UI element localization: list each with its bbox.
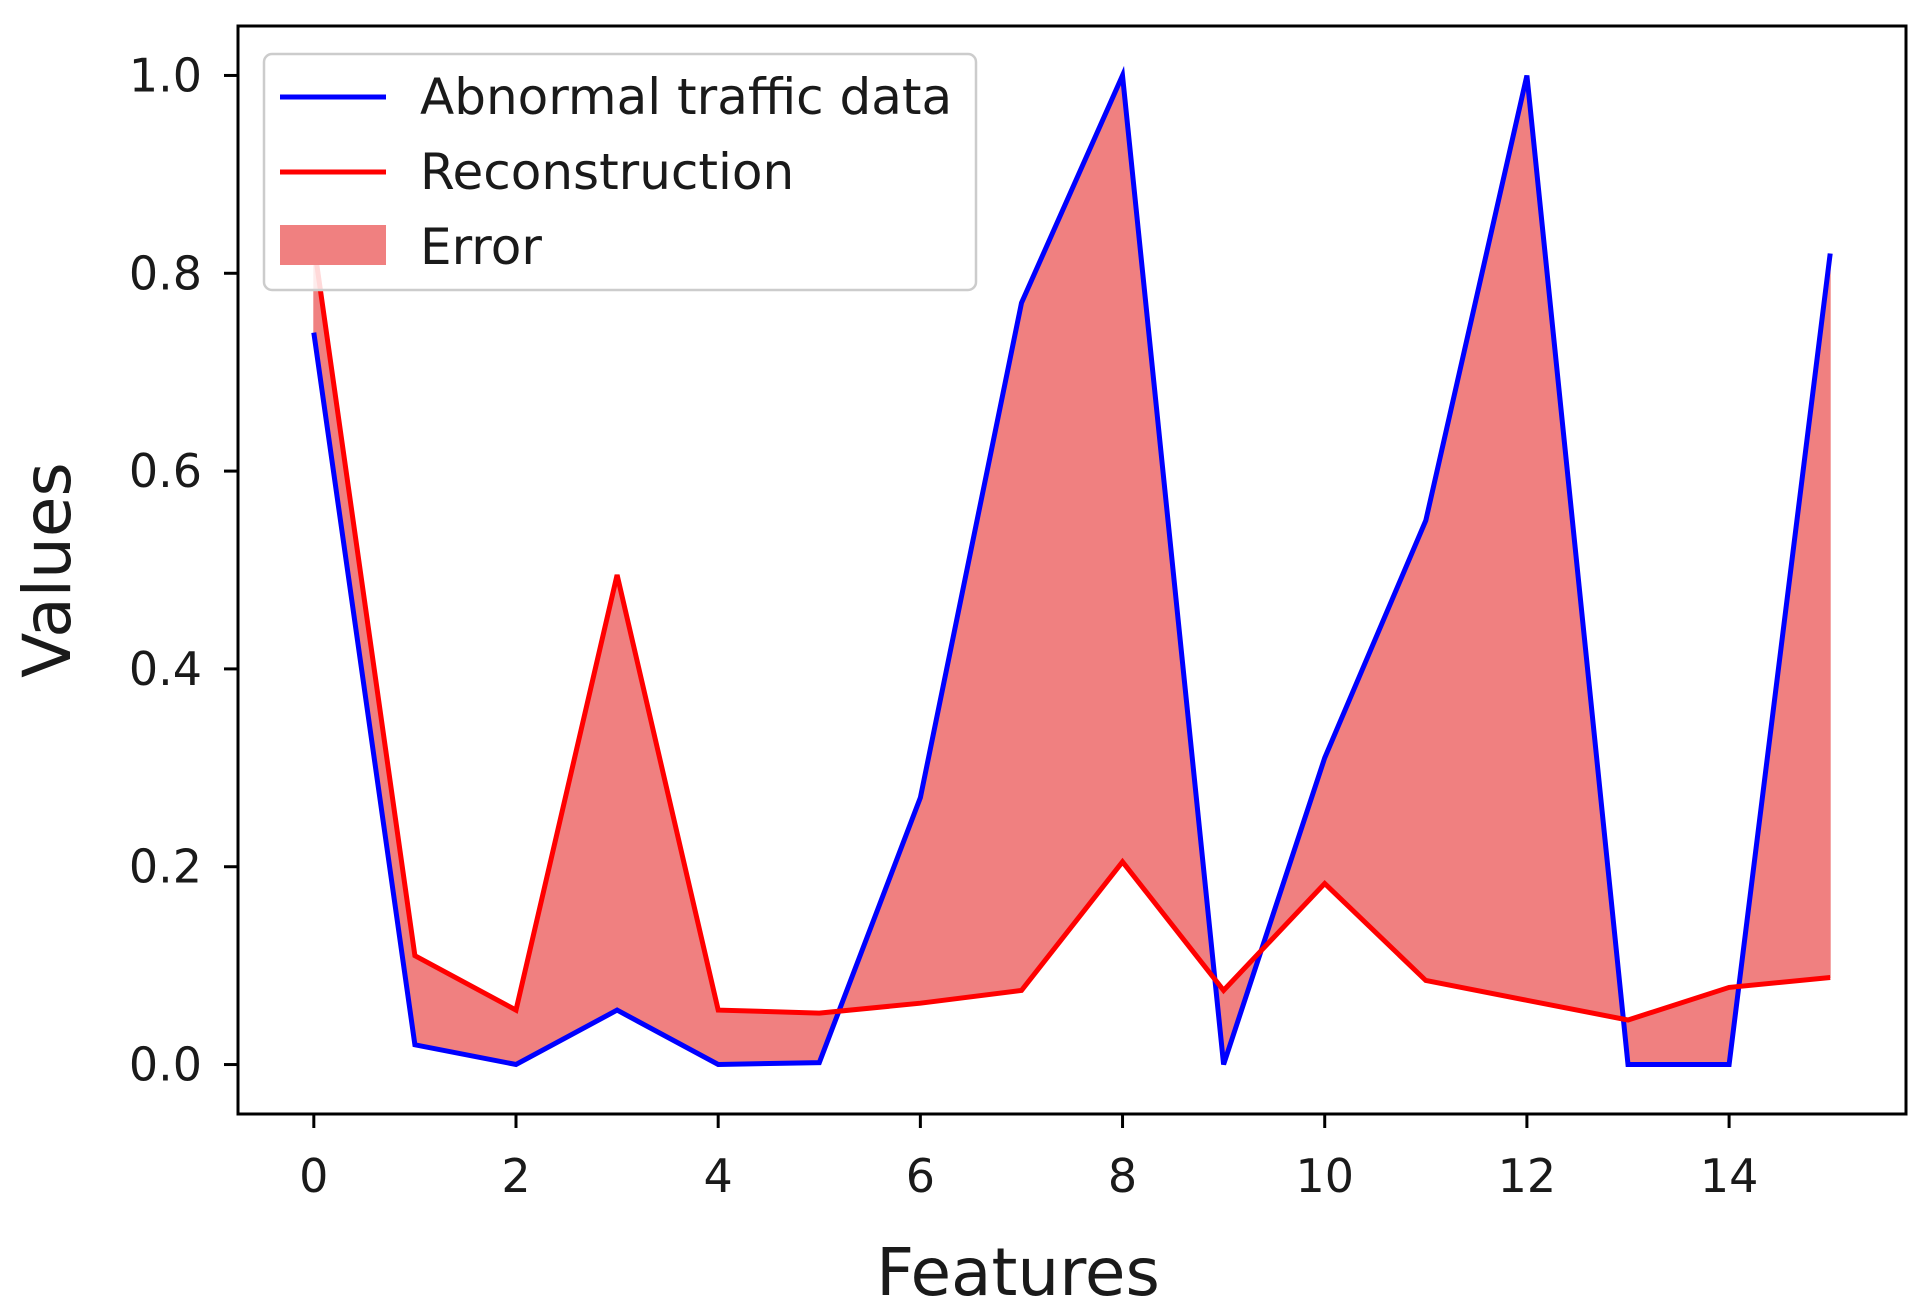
y-tick-label: 0.2 [129,840,202,894]
x-axis-label: Features [876,1234,1160,1311]
x-tick-label: 4 [704,1149,733,1203]
series-line-layer [311,65,1833,1068]
y-tick-label: 0.8 [129,246,202,300]
y-tick-label: 1.0 [129,48,202,102]
x-tick-label: 10 [1295,1149,1354,1203]
x-tick-label: 14 [1700,1149,1759,1203]
x-tick-label: 0 [299,1149,328,1203]
y-axis-label: Values [9,462,86,678]
legend: Abnormal traffic data Reconstruction Err… [262,52,978,292]
x-tick-label: 2 [501,1149,530,1203]
y-tick-label: 0.6 [129,444,202,498]
reconstruction-line [311,243,1831,1023]
x-tick-label: 12 [1498,1149,1557,1203]
abnormal-traffic-line [311,65,1833,1068]
x-tick-label: 6 [906,1149,935,1203]
legend-box [262,52,978,292]
legend-label-reconstruction: Reconstruction [420,143,794,201]
error-fill-segment [717,1009,820,1066]
tick-layer: 0 2 4 6 8 10 12 14 0.0 0.2 0.4 0.6 0.8 1.0 [129,48,1759,1203]
legend-swatch-error [280,225,386,265]
plot-frame [236,24,1908,1116]
legend-label-abnormal: Abnormal traffic data [420,68,952,126]
y-tick-label: 0.4 [129,642,202,696]
y-tick-label: 0.0 [129,1038,202,1092]
legend-label-error: Error [420,218,542,276]
x-tick-label: 8 [1108,1149,1137,1203]
